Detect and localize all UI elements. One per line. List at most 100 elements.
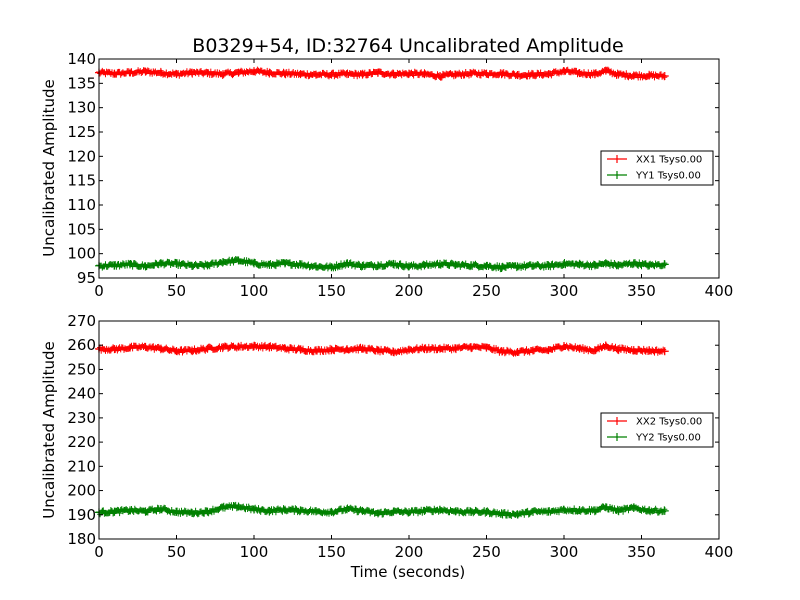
data-point <box>110 345 119 354</box>
y-tick-label: 135 <box>67 74 96 92</box>
data-point <box>327 507 336 516</box>
data-point <box>591 506 599 515</box>
data-point <box>126 343 134 352</box>
data-point <box>645 261 654 270</box>
data-point <box>188 346 196 355</box>
data-point <box>645 346 654 355</box>
series-xx2 <box>95 341 669 357</box>
data-point <box>467 261 475 270</box>
data-point <box>451 507 460 516</box>
legend-item: YY2 Tsys0.00 <box>607 433 701 444</box>
y-tick-label: 120 <box>67 147 96 165</box>
top-legend: XX1 Tsys0.00 YY1 Tsys0.00 <box>600 150 714 186</box>
data-point <box>157 68 165 77</box>
data-point <box>234 68 243 77</box>
data-point <box>296 260 305 269</box>
x-tick-label: 200 <box>395 282 424 300</box>
data-point <box>560 505 568 514</box>
data-point <box>141 67 150 76</box>
legend-label: XX1 Tsys0.00 <box>636 155 702 166</box>
data-point <box>374 509 382 518</box>
y-tick-label: 190 <box>67 506 96 524</box>
legend-label: YY1 Tsys0.00 <box>635 171 701 182</box>
data-point <box>467 69 475 78</box>
data-point <box>141 342 150 351</box>
bottom-ticks: 0 50 100 150 200 250 300 350 400 180 190 200 210 220 2… <box>67 312 733 561</box>
data-point <box>219 257 227 266</box>
data-point <box>544 70 553 79</box>
x-tick-label: 100 <box>240 282 269 300</box>
data-point <box>529 261 537 270</box>
data-point <box>219 503 227 512</box>
data-point <box>110 261 119 270</box>
data-point <box>513 510 522 519</box>
data-point <box>126 68 134 77</box>
data-point <box>327 345 336 354</box>
y-tick-label: 180 <box>67 530 96 548</box>
data-point <box>203 261 212 270</box>
data-point <box>389 70 398 79</box>
data-point <box>436 344 444 353</box>
data-point <box>529 70 537 79</box>
x-tick-label: 0 <box>94 282 104 300</box>
legend-item: YY1 Tsys0.00 <box>607 171 701 182</box>
y-tick-label: 260 <box>67 336 96 354</box>
data-point <box>544 346 553 355</box>
y-tick-label: 115 <box>67 172 96 190</box>
bottom-y-axis-label: Uncalibrated Amplitude <box>40 341 58 518</box>
bottom-subplot: Uncalibrated Amplitude Time (seconds) 0 5… <box>40 312 733 581</box>
legend-label: YY2 Tsys0.00 <box>635 433 701 444</box>
series-yy2 <box>95 501 669 519</box>
data-point <box>250 342 258 351</box>
data-point <box>575 69 584 78</box>
x-tick-label: 0 <box>94 543 104 561</box>
x-tick-label: 50 <box>167 543 186 561</box>
data-point <box>126 260 134 269</box>
y-tick-label: 130 <box>67 99 96 117</box>
top-subplot: B0329+54, ID:32764 Uncalibrated Amplitud… <box>40 35 733 300</box>
data-point <box>312 346 320 355</box>
data-point <box>343 70 351 79</box>
data-point <box>157 344 165 353</box>
x-tick-label: 150 <box>317 543 346 561</box>
x-tick-label: 350 <box>627 282 656 300</box>
data-point <box>660 347 669 356</box>
data-point <box>265 260 274 269</box>
data-point <box>420 344 429 353</box>
data-point <box>265 68 274 77</box>
data-point <box>420 261 429 270</box>
data-point <box>296 345 305 354</box>
data-point <box>629 503 638 512</box>
data-point <box>327 70 336 79</box>
data-point <box>405 508 413 517</box>
data-point <box>389 507 398 516</box>
data-point <box>172 70 181 79</box>
data-point <box>141 262 150 271</box>
x-tick-label: 300 <box>550 543 579 561</box>
data-point <box>451 260 460 269</box>
data-point <box>358 70 367 79</box>
y-tick-label: 105 <box>67 220 96 238</box>
y-tick-label: 250 <box>67 360 96 378</box>
data-point <box>343 259 351 268</box>
data-point <box>234 342 243 351</box>
data-point <box>203 344 212 353</box>
data-point <box>629 346 638 355</box>
series-xx1 <box>95 66 669 81</box>
data-point <box>312 70 320 79</box>
data-point <box>436 505 444 514</box>
data-point <box>544 261 553 270</box>
y-tick-label: 100 <box>67 245 96 263</box>
data-point <box>343 505 351 514</box>
data-point <box>482 343 491 352</box>
data-point <box>405 345 413 354</box>
data-point <box>451 70 460 79</box>
data-point <box>358 344 367 353</box>
data-point <box>482 69 491 78</box>
data-point <box>374 261 382 270</box>
data-point <box>250 505 258 514</box>
data-point <box>467 507 475 516</box>
data-point <box>296 70 305 79</box>
data-point <box>126 506 134 515</box>
data-point <box>513 262 522 271</box>
